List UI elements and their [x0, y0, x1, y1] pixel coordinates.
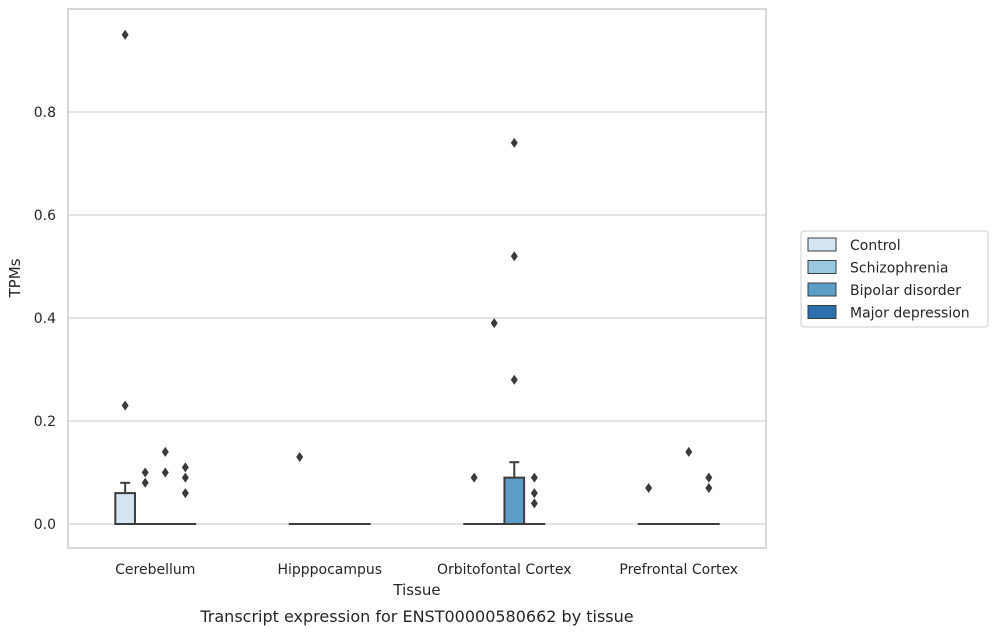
outlier-point [121, 400, 129, 411]
legend-frame [800, 230, 989, 328]
y-tick-labels: 0.0 0.2 0.4 0.6 0.8 [34, 105, 56, 533]
outlier-point [141, 477, 149, 488]
x-tick-label: Prefrontal Cortex [619, 562, 738, 578]
y-tick-label: 0.8 [34, 105, 56, 121]
outlier-point [490, 318, 498, 329]
box-bipolar-disorder [677, 446, 700, 526]
box-major-depression [523, 472, 546, 526]
x-axis-label: Tissue [392, 581, 440, 599]
outlier-point [141, 467, 149, 478]
plot-frame [67, 8, 767, 549]
y-tick-label: 0.6 [34, 208, 56, 224]
box-bipolar-disorder [154, 446, 177, 526]
legend: Control Schizophrenia Bipolar disorder Majo… [800, 230, 989, 328]
legend-swatch [807, 305, 837, 319]
box-control [463, 472, 485, 526]
grid-lines [68, 111, 766, 525]
legend-label: Schizophrenia [850, 261, 948, 277]
legend-swatch [807, 260, 837, 274]
outlier-point [181, 462, 189, 473]
box-bipolar-disorder [503, 137, 526, 525]
outlier-point [181, 488, 189, 499]
outlier-point [705, 472, 713, 483]
outlier-point [161, 446, 169, 457]
x-tick-label: Hipppocampus [277, 562, 382, 578]
legend-swatch [807, 282, 837, 297]
legend-label: Control [850, 238, 901, 254]
outlier-point [510, 251, 518, 262]
x-tick-label: Orbitofontal Cortex [437, 562, 572, 578]
box [114, 492, 136, 526]
legend-swatch [807, 237, 837, 252]
x-tick-labels: Cerebellum Hipppocampus Orbitofontal Corte… [115, 562, 738, 578]
y-tick-label: 0.4 [34, 311, 56, 327]
outlier-point [470, 472, 478, 483]
box-control [114, 29, 136, 526]
outlier-point [181, 472, 189, 483]
outlier-point [645, 482, 653, 493]
outlier-point [530, 498, 538, 509]
box-control [637, 482, 660, 526]
outlier-point [685, 446, 693, 457]
outlier-point [296, 452, 304, 463]
y-axis-label: TPMs [6, 258, 24, 298]
box-major-depression [174, 462, 197, 526]
box-schizophrenia [134, 467, 157, 526]
outlier-point [530, 472, 538, 483]
figure-caption: Transcript expression for ENST0000058066… [199, 607, 633, 626]
box-plot-boxes [114, 29, 720, 526]
box-control [288, 452, 311, 526]
box-major-depression [698, 472, 720, 526]
box [503, 476, 526, 525]
legend-label: Major depression [850, 306, 970, 322]
y-tick-label: 0.2 [34, 414, 56, 430]
outlier-point [510, 374, 518, 385]
outlier-point [161, 467, 169, 478]
x-tick-label: Cerebellum [115, 562, 195, 578]
outlier-point [530, 488, 538, 499]
y-tick-label: 0.0 [34, 517, 56, 533]
outlier-point [510, 137, 518, 148]
legend-label: Bipolar disorder [850, 283, 961, 299]
outlier-point [121, 29, 129, 40]
outlier-point [705, 482, 713, 493]
